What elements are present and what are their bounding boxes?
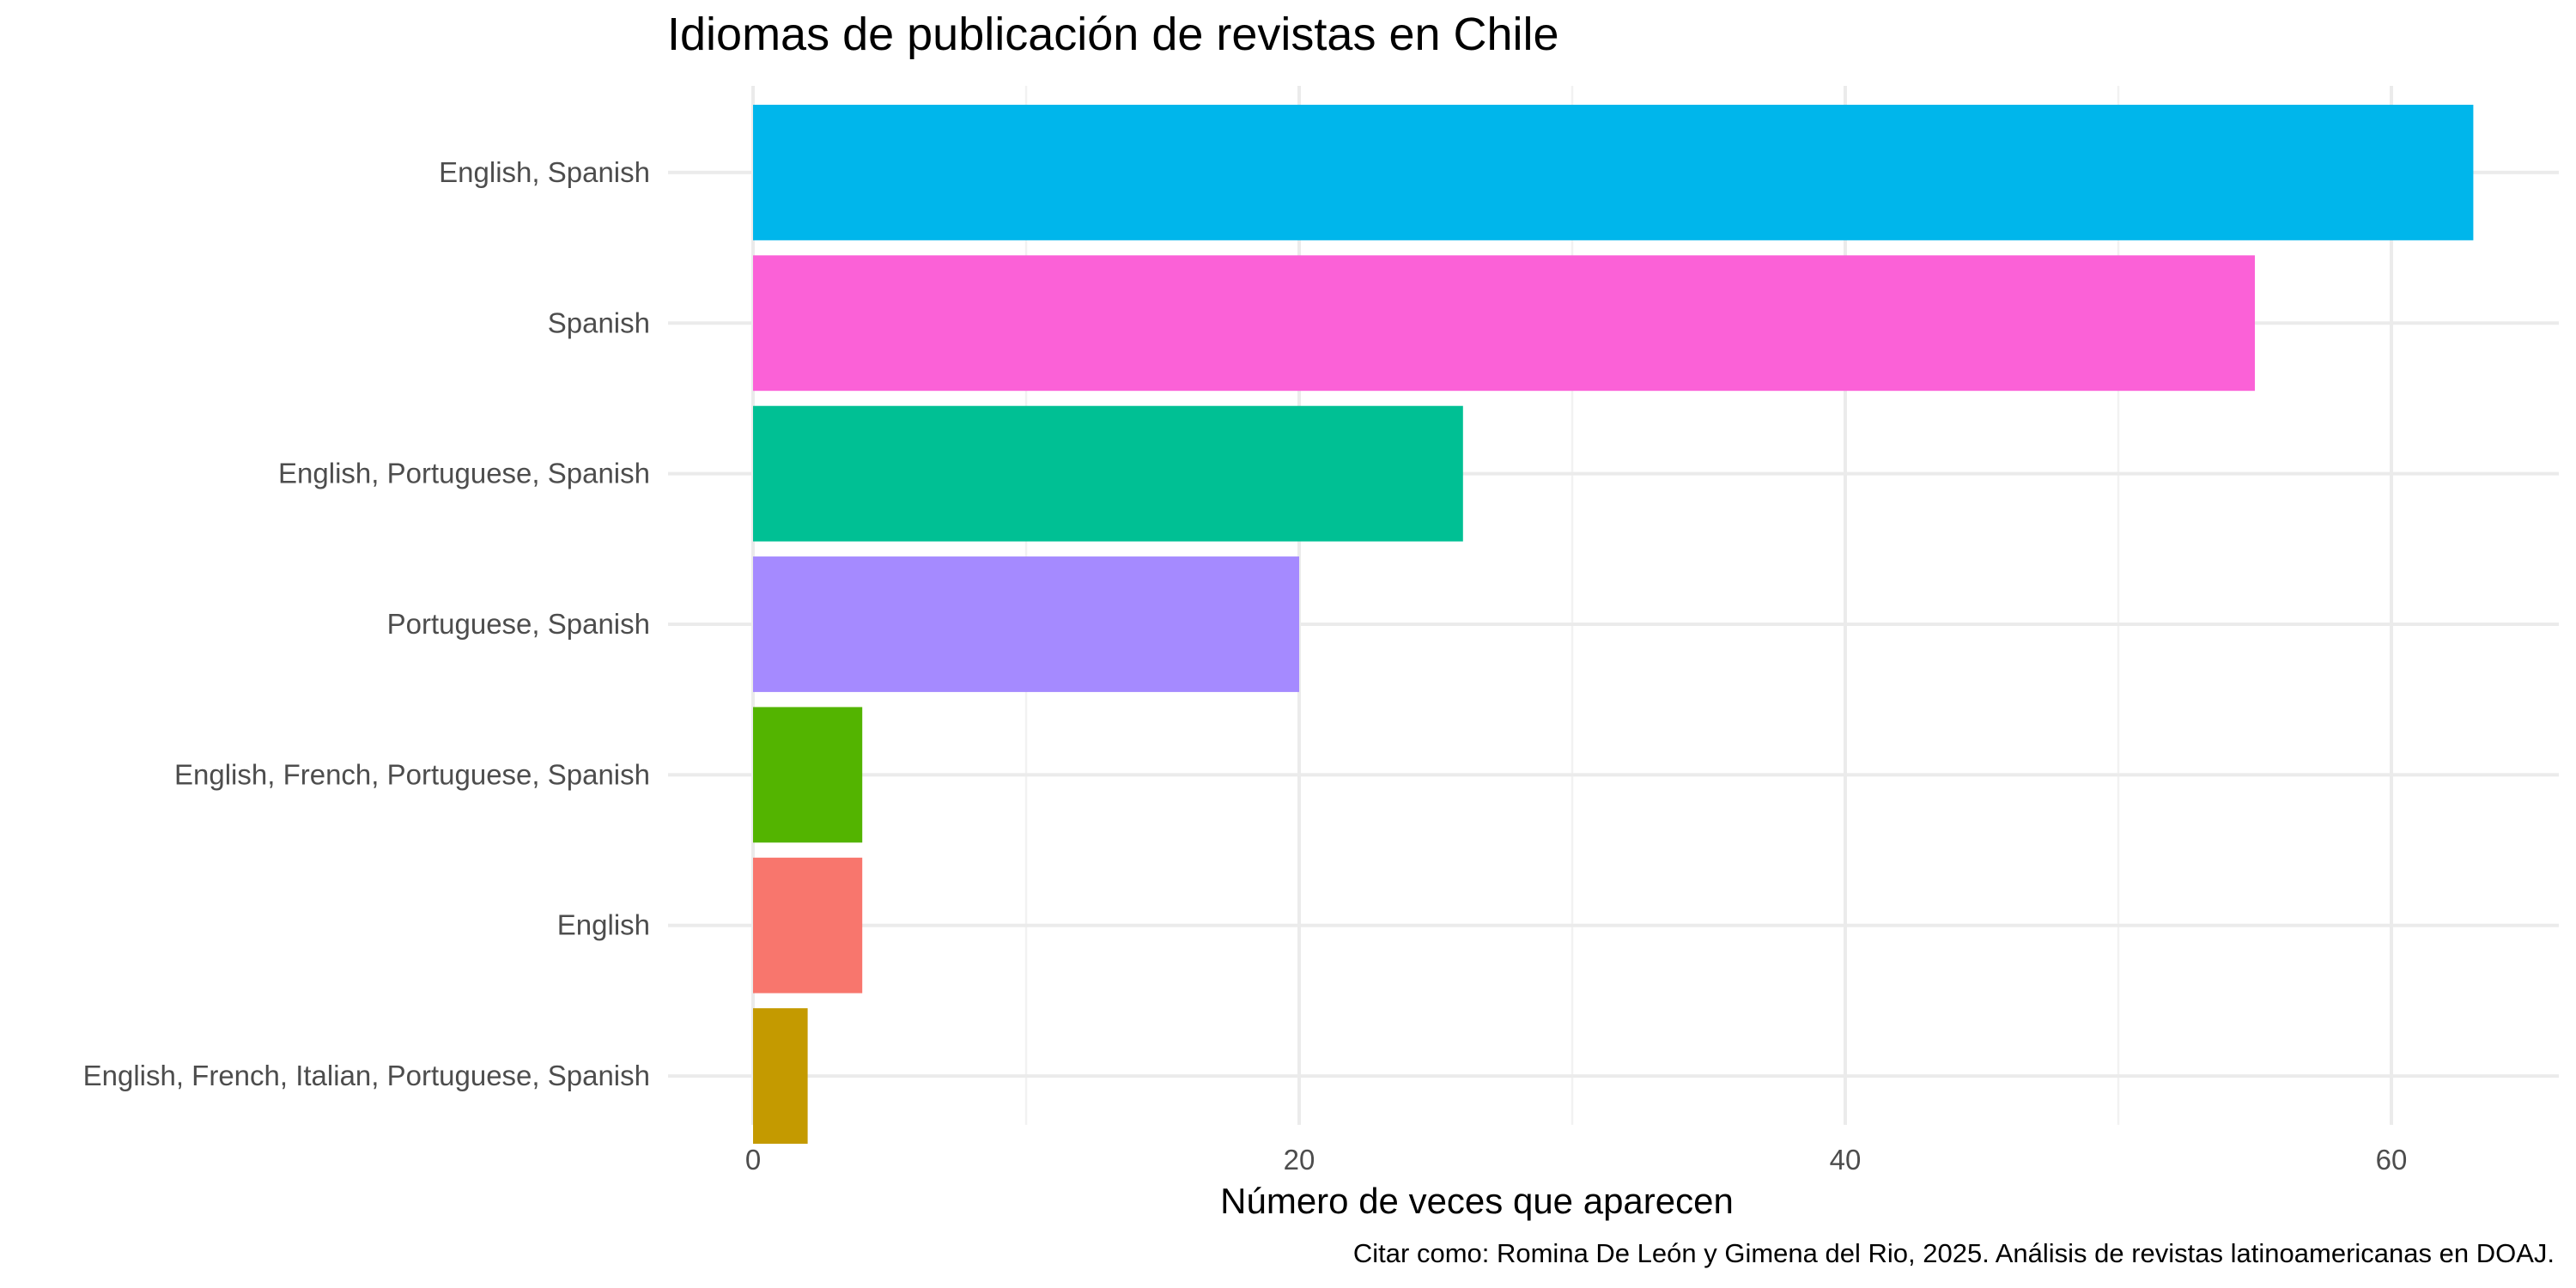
bar-4 (753, 556, 1299, 692)
category-label: English (557, 909, 650, 941)
bars (753, 105, 2474, 1144)
bar-5 (753, 707, 863, 843)
x-axis-title: Número de veces que aparecen (1220, 1181, 1734, 1221)
bar-7 (753, 1008, 808, 1144)
x-tick-label: 20 (1284, 1144, 1315, 1176)
bar-1 (753, 105, 2474, 240)
bar-2 (753, 255, 2255, 392)
chart-title: Idiomas de publicación de revistas en Ch… (667, 9, 1559, 60)
bar-6 (753, 857, 863, 993)
chart-caption: Citar como: Romina De León y Gimena del … (1353, 1238, 2555, 1268)
category-label: Portuguese, Spanish (387, 608, 650, 640)
bar-3 (753, 405, 1463, 542)
category-labels: English, Spanish Spanish English, Portugue… (83, 156, 650, 1091)
category-label: English, French, Portuguese, Spanish (174, 758, 650, 790)
x-tick-label: 60 (2376, 1144, 2408, 1176)
x-tick-label: 0 (745, 1144, 761, 1176)
category-label: English, French, Italian, Portuguese, Sp… (83, 1060, 650, 1091)
category-label: Spanish (548, 307, 650, 338)
category-label: English, Portuguese, Spanish (278, 458, 650, 489)
x-tick-label: 40 (1830, 1144, 1862, 1176)
x-axis-ticks: 0 20 40 60 (745, 1144, 2408, 1176)
category-label: English, Spanish (439, 156, 650, 188)
